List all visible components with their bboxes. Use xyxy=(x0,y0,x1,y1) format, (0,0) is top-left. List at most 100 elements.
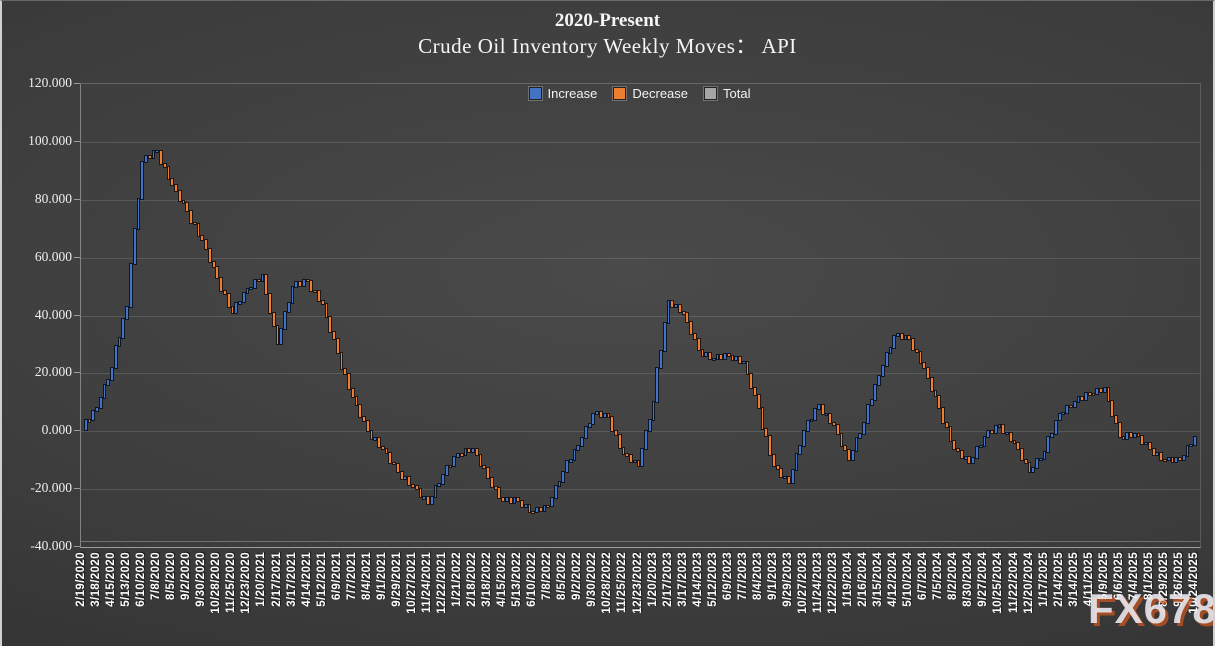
decrease-bar xyxy=(598,411,603,419)
decrease-bar xyxy=(309,279,314,292)
decrease-bar xyxy=(839,432,844,447)
decrease-bar xyxy=(1106,386,1111,402)
decrease-bar xyxy=(629,454,633,464)
decrease-bar xyxy=(911,337,915,352)
decrease-bar xyxy=(1069,404,1073,409)
increase-bar xyxy=(662,321,667,353)
x-axis-tick-label: 4/12/2024 xyxy=(887,552,900,607)
decrease-bar xyxy=(768,435,772,456)
plot-floor-highlight xyxy=(81,541,1200,542)
decrease-bar xyxy=(501,496,506,502)
decrease-bar xyxy=(196,223,201,237)
decrease-bar xyxy=(448,464,453,469)
increase-bar xyxy=(997,424,1002,428)
y-axis-tick-mark xyxy=(74,314,80,316)
increase-bar xyxy=(561,470,566,484)
decrease-bar xyxy=(365,419,370,433)
increase-bar xyxy=(881,365,885,378)
decrease-bar xyxy=(1008,431,1013,442)
decrease-bar xyxy=(275,324,280,346)
x-axis-tick-label: 9/2/2022 xyxy=(571,552,584,600)
increase-bar xyxy=(892,334,897,349)
decrease-bar xyxy=(305,278,310,283)
decrease-bar xyxy=(1147,441,1152,450)
y-axis-tick-label: 40.000 xyxy=(34,306,72,322)
increase-bar xyxy=(986,429,991,439)
increase-bar xyxy=(963,456,968,460)
increase-bar xyxy=(1155,451,1160,456)
gridline xyxy=(81,315,1200,317)
increase-bar xyxy=(1166,456,1171,462)
increase-bar xyxy=(535,506,539,514)
decrease-bar xyxy=(914,349,919,353)
decrease-bar xyxy=(486,467,490,479)
y-axis-tick-label: 60.000 xyxy=(34,248,72,264)
increase-bar xyxy=(245,288,250,294)
decrease-bar xyxy=(174,184,178,192)
decrease-bar xyxy=(407,476,412,487)
decrease-bar xyxy=(497,486,502,499)
increase-bar xyxy=(674,304,678,309)
increase-bar xyxy=(802,430,806,447)
decrease-bar xyxy=(1117,422,1122,439)
decrease-bar xyxy=(677,304,682,314)
decrease-bar xyxy=(147,154,152,160)
x-axis-tick-label: 12/20/2024 xyxy=(1022,552,1035,614)
increase-bar xyxy=(1193,436,1197,446)
increase-bar xyxy=(550,497,554,508)
increase-bar xyxy=(723,353,727,361)
decrease-bar xyxy=(625,453,630,457)
increase-bar xyxy=(151,149,156,160)
increase-bar xyxy=(1046,436,1051,453)
decrease-bar xyxy=(952,440,957,450)
gridline xyxy=(81,489,1200,491)
increase-bar xyxy=(854,437,859,453)
increase-bar xyxy=(580,437,584,447)
decrease-bar xyxy=(696,337,701,352)
y-axis-tick-mark xyxy=(74,83,80,84)
decrease-bar xyxy=(520,499,524,508)
decrease-bar xyxy=(726,353,731,357)
y-axis-tick-mark xyxy=(74,198,80,200)
increase-bar xyxy=(888,346,893,354)
x-axis-tick-label: 11/24/2021 xyxy=(420,552,433,613)
decrease-bar xyxy=(410,484,415,488)
increase-bar xyxy=(95,407,99,412)
increase-bar xyxy=(971,456,976,465)
decrease-bar xyxy=(271,312,276,327)
gridline xyxy=(81,199,1200,201)
decrease-bar xyxy=(1121,436,1126,440)
x-axis-tick-label: 11/22/2024 xyxy=(1007,552,1020,613)
increase-bar xyxy=(632,459,637,464)
increase-bar xyxy=(583,425,588,440)
increase-bar xyxy=(587,422,592,428)
increase-bar xyxy=(301,278,306,287)
increase-bar xyxy=(249,286,254,291)
decrease-bar xyxy=(820,404,825,416)
decrease-bar xyxy=(392,461,396,466)
increase-bar xyxy=(456,453,460,458)
decrease-bar xyxy=(918,350,923,365)
x-axis-tick-label: 9/29/2023 xyxy=(781,552,794,607)
legend-label: Total xyxy=(723,86,751,101)
decrease-bar xyxy=(899,333,904,341)
x-axis-tick-label: 12/22/2021 xyxy=(435,552,448,614)
increase-bar xyxy=(553,485,558,500)
decrease-bar xyxy=(948,426,953,443)
x-axis-tick-label: 8/4/2023 xyxy=(751,552,764,600)
decrease-bar xyxy=(956,447,960,452)
increase-bar xyxy=(884,351,889,368)
increase-bar xyxy=(1050,432,1054,439)
increase-bar xyxy=(741,360,746,365)
increase-bar xyxy=(1084,392,1088,401)
decrease-bar xyxy=(771,453,776,467)
increase-bar xyxy=(373,437,378,441)
decrease-bar xyxy=(414,485,419,491)
y-axis-tick-label: 120.000 xyxy=(28,75,72,90)
x-axis-tick-label: 9/1/2023 xyxy=(766,552,779,600)
increase-bar xyxy=(1189,443,1194,448)
increase-bar xyxy=(865,404,870,424)
increase-bar xyxy=(283,311,287,330)
increase-bar xyxy=(1065,404,1070,414)
decrease-bar xyxy=(459,453,464,457)
